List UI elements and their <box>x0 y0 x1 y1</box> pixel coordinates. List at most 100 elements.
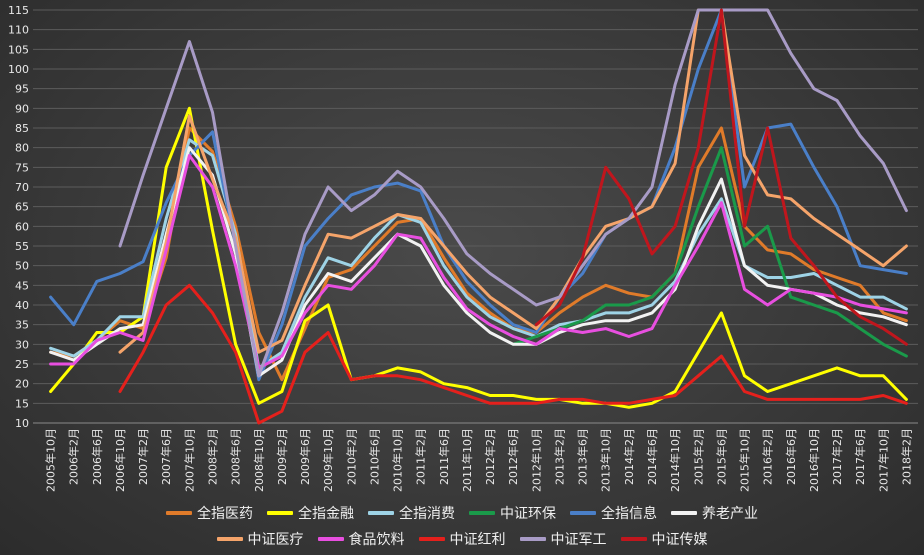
x-tick-label: 2018年2月 <box>899 428 913 485</box>
series-line-10 <box>118 8 908 378</box>
x-tick-label: 2010年6月 <box>367 428 381 485</box>
x-tick-label: 2008年6月 <box>229 428 243 485</box>
x-tick-label: 2016年2月 <box>761 428 775 485</box>
legend-label: 中证红利 <box>449 532 506 548</box>
legend-swatch <box>671 511 697 515</box>
series-line-7 <box>118 8 908 354</box>
x-tick-label: 2015年6月 <box>714 428 728 485</box>
x-tick-label: 2017年2月 <box>830 428 844 485</box>
x-tick-label: 2005年10月 <box>44 428 58 492</box>
legend-label: 养老产业 <box>702 506 758 522</box>
series-line-8 <box>49 154 908 370</box>
legend-label: 中证军工 <box>550 532 607 548</box>
x-tick-label: 2015年10月 <box>738 428 752 492</box>
y-tick-label: 30 <box>15 338 29 351</box>
legend-item: 中证环保 <box>469 503 556 523</box>
x-tick-label: 2007年2月 <box>136 428 150 485</box>
y-tick-label: 110 <box>8 24 29 37</box>
x-tick-label: 2006年10月 <box>113 428 127 492</box>
x-tick-label: 2013年10月 <box>599 428 613 492</box>
x-tick-label: 2007年6月 <box>159 428 173 485</box>
legend-label: 全指信息 <box>601 506 657 522</box>
x-tick-label: 2012年10月 <box>529 428 543 492</box>
y-tick-label: 10 <box>15 417 29 430</box>
legend-item: 中证医疗 <box>216 529 304 549</box>
x-tick-label: 2011年10月 <box>460 428 474 492</box>
legend-swatch <box>368 511 394 515</box>
x-tick-label: 2007年10月 <box>182 428 196 492</box>
legend-swatch <box>620 537 647 541</box>
y-tick-label: 35 <box>15 319 29 332</box>
series-line-3 <box>49 138 908 370</box>
series-line-11 <box>534 8 908 346</box>
x-tick-label: 2011年6月 <box>437 428 451 485</box>
y-tick-label: 50 <box>15 260 29 273</box>
legend-swatch <box>570 511 596 515</box>
x-tick-label: 2009年2月 <box>275 428 289 485</box>
legend-item: 全指医药 <box>166 503 253 523</box>
legend-swatch <box>317 537 344 541</box>
legend-item: 养老产业 <box>671 503 758 523</box>
legend-label: 全指金融 <box>298 506 354 522</box>
legend-swatch <box>418 537 445 541</box>
series-line-6 <box>49 146 908 378</box>
y-tick-label: 25 <box>15 358 29 371</box>
x-tick-label: 2013年6月 <box>576 428 590 485</box>
series-line-9 <box>118 283 908 425</box>
y-tick-label: 55 <box>15 240 29 253</box>
y-tick-label: 20 <box>15 378 29 391</box>
legend-row: 全指医药 全指金融 全指消费 中证环保 全指信息 养老产业 <box>0 500 924 526</box>
y-tick-label: 100 <box>8 63 29 76</box>
y-tick-label: 70 <box>15 181 29 194</box>
x-tick-label: 2014年2月 <box>622 428 636 485</box>
x-tick-label: 2008年2月 <box>205 428 219 485</box>
y-tick-label: 45 <box>15 279 29 292</box>
x-tick-label: 2012年6月 <box>506 428 520 485</box>
legend-item: 全指消费 <box>368 503 455 523</box>
x-tick-label: 2014年10月 <box>668 428 682 492</box>
x-tick-label: 2009年10月 <box>321 428 335 492</box>
x-tick-label: 2016年10月 <box>807 428 821 492</box>
y-tick-label: 115 <box>8 4 29 17</box>
x-tick-label: 2015年2月 <box>691 428 705 485</box>
y-tick-label: 15 <box>15 397 29 410</box>
y-tick-label: 80 <box>15 142 29 155</box>
x-tick-label: 2011年2月 <box>414 428 428 485</box>
x-tick-label: 2008年10月 <box>252 428 266 492</box>
legend-swatch <box>469 511 495 515</box>
y-axis: 10 15 20 25 30 35 40 45 50 55 60 65 70 75 80 85 90 95 100 1… <box>8 4 29 430</box>
x-tick-label: 2012年2月 <box>483 428 497 485</box>
x-tick-label: 2010年2月 <box>344 428 358 485</box>
legend-item: 全指信息 <box>570 503 657 523</box>
y-tick-label: 95 <box>15 83 29 96</box>
legend-label: 全指医药 <box>197 506 253 522</box>
x-tick-label: 2016年6月 <box>784 428 798 485</box>
y-tick-label: 85 <box>15 122 29 135</box>
legend-label: 中证环保 <box>500 506 556 522</box>
x-tick-label: 2017年6月 <box>853 428 867 485</box>
x-tick-label: 2006年2月 <box>67 428 81 485</box>
legend-swatch <box>267 511 293 515</box>
legend-swatch <box>519 537 546 541</box>
x-tick-label: 2009年6月 <box>298 428 312 485</box>
x-tick-label: 2013年2月 <box>552 428 566 485</box>
series-layer <box>49 8 908 425</box>
legend-swatch <box>216 537 243 541</box>
legend-item: 食品饮料 <box>317 529 405 549</box>
legend-row: 中证医疗 食品饮料 中证红利 中证军工 中证传媒 <box>0 526 924 552</box>
legend-item: 全指金融 <box>267 503 354 523</box>
x-axis: 2005年10月 2006年2月 2006年6月 2006年10月 2007年2月 200… <box>44 428 914 492</box>
x-tick-label: 2017年10月 <box>876 428 890 492</box>
y-tick-label: 65 <box>15 201 29 214</box>
legend-item: 中证红利 <box>418 529 506 549</box>
legend-item: 中证传媒 <box>620 529 708 549</box>
legend-label: 中证医疗 <box>247 532 304 548</box>
x-tick-label: 2006年6月 <box>90 428 104 485</box>
x-tick-label: 2010年10月 <box>391 428 405 492</box>
y-tick-label: 105 <box>8 43 29 56</box>
gridlines <box>33 9 918 424</box>
legend-swatch <box>166 511 192 515</box>
y-tick-label: 60 <box>15 220 29 233</box>
legend: 全指医药 全指金融 全指消费 中证环保 全指信息 养老产业 中证医疗 食品饮料 中证红利 中证军… <box>0 500 924 552</box>
